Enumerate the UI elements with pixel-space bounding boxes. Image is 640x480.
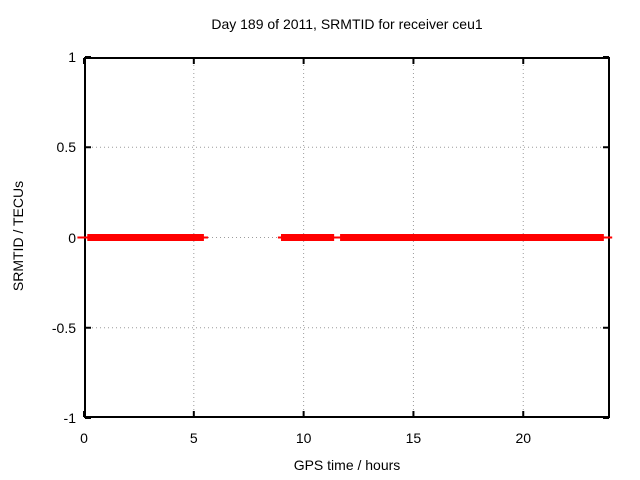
- y-tick-label: 0: [68, 229, 76, 246]
- x-tick-label: 10: [295, 430, 312, 446]
- chart-title: Day 189 of 2011, SRMTID for receiver ceu…: [211, 16, 483, 32]
- x-tick-label: 0: [80, 430, 88, 446]
- y-tick-label: 1: [68, 49, 76, 65]
- x-tick-label: 15: [405, 430, 422, 446]
- y-tick-label: -0.5: [51, 319, 76, 336]
- x-tick-label: 20: [515, 430, 532, 446]
- x-axis-label: GPS time / hours: [293, 457, 401, 473]
- x-tick-label: 5: [189, 430, 198, 446]
- y-tick-label: -1: [63, 410, 76, 426]
- y-tick-label: 0.5: [56, 139, 76, 156]
